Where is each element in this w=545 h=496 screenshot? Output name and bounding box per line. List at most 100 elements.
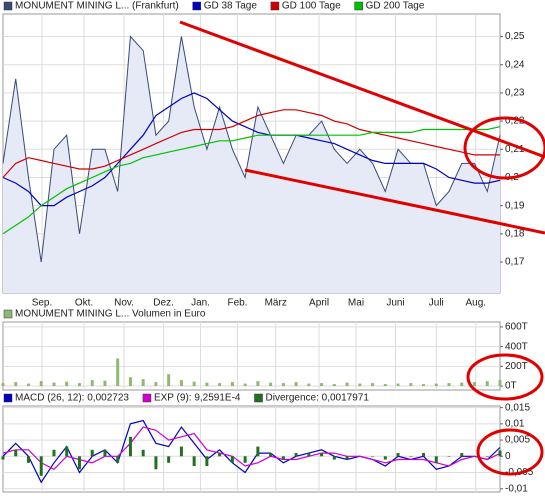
x-tick-label: Dez. (153, 298, 174, 309)
bar (281, 456, 285, 460)
bar (218, 383, 222, 387)
bar (485, 456, 489, 457)
bar (218, 453, 222, 457)
series-line (2, 126, 501, 235)
bar (320, 453, 324, 457)
marks: MONUMENT MINING L... (Frankfurt) GD 38 Ta… (1, 1, 534, 494)
bar (90, 380, 94, 387)
bar (128, 377, 132, 387)
bar (14, 449, 18, 457)
legend-label: GD 200 Tage (366, 1, 425, 12)
legend-swatch (354, 1, 363, 11)
bar (320, 383, 324, 387)
y-tick-label: 0,18 (505, 228, 525, 239)
bar (205, 456, 209, 467)
bar (167, 374, 171, 387)
bar (473, 456, 477, 457)
bar (205, 382, 209, 387)
y-tick-label: 0,015 (505, 402, 530, 413)
bar (230, 456, 234, 463)
bar (77, 383, 81, 387)
bar (447, 383, 451, 387)
bar (422, 384, 426, 387)
bar (332, 456, 336, 460)
legend-label: GD 38 Tage (204, 1, 258, 12)
bar (141, 379, 145, 387)
bar (243, 456, 247, 463)
legend-swatch (192, 1, 201, 11)
x-tick-label: Mai (348, 298, 364, 309)
bar (26, 456, 30, 463)
bar (294, 453, 298, 457)
highlight-circle (463, 116, 545, 180)
y-tick-label: 600T (505, 322, 528, 333)
bar (141, 449, 145, 457)
bar (383, 456, 387, 460)
bar (498, 380, 502, 387)
plot-area (2, 321, 501, 391)
trend-line (179, 20, 545, 159)
bar (90, 449, 94, 457)
bar (52, 382, 56, 387)
y-tick-label: 0,24 (505, 59, 525, 70)
price-area (3, 36, 500, 293)
y-tick-label: 0,17 (505, 257, 525, 268)
bar (307, 383, 311, 387)
bar (294, 382, 298, 387)
bar (460, 453, 464, 457)
legend-label: GD 100 Tage (282, 1, 341, 12)
legend-label: MONUMENT MINING L... Volumen in Euro (15, 309, 206, 320)
x-tick-label: April (309, 298, 329, 309)
legend-label: Divergence: 0,0017971 (266, 393, 370, 404)
bar (179, 380, 183, 387)
y-tick-label: 0T (505, 381, 517, 392)
bar (77, 456, 81, 470)
legend-swatch (3, 309, 13, 319)
bar (39, 456, 43, 476)
bar (473, 382, 477, 387)
bar (192, 381, 196, 387)
bar (332, 384, 336, 387)
legend-swatch (3, 393, 13, 403)
legend-swatch (3, 1, 13, 11)
highlight-circle (466, 353, 544, 401)
x-tick-label: Nov. (114, 298, 134, 309)
series-line (2, 426, 501, 471)
bar (256, 381, 260, 387)
bar (1, 456, 5, 460)
y-tick-label: 400T (505, 341, 528, 352)
bar (1, 383, 5, 387)
bar (396, 453, 400, 457)
bar (371, 383, 375, 387)
bar (230, 382, 234, 387)
series-line (2, 419, 501, 484)
bar (65, 381, 69, 387)
y-tick-label: 0,25 (505, 31, 525, 42)
bar (422, 453, 426, 457)
plot-area (2, 405, 501, 493)
bar (358, 383, 362, 387)
y-tick-label: 0,21 (505, 144, 525, 155)
bar (167, 456, 171, 463)
x-tick-label: Aug. (465, 298, 486, 309)
x-tick-label: Sep. (32, 298, 53, 309)
x-tick-label: Okt. (75, 298, 93, 309)
bar (116, 456, 120, 463)
bar (103, 380, 107, 387)
y-tick-label: 0 (505, 451, 511, 462)
highlight-circle (476, 428, 544, 476)
bar (447, 456, 451, 457)
legend-swatch (142, 393, 152, 403)
bar (383, 384, 387, 387)
x-tick-label: Juli (429, 298, 444, 309)
bar (434, 383, 438, 387)
bar (103, 449, 107, 457)
series-line (2, 109, 500, 178)
bar (116, 358, 120, 387)
bar (409, 456, 413, 457)
bar (460, 382, 464, 387)
bar (256, 446, 260, 457)
bar (269, 453, 273, 457)
